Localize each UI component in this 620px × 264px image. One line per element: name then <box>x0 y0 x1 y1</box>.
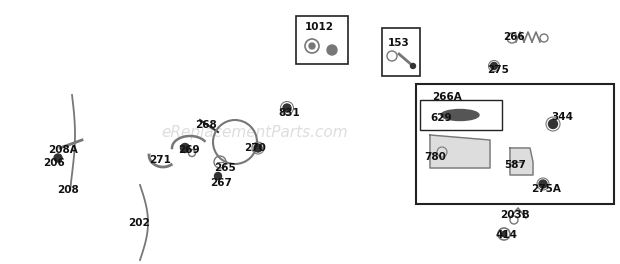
Text: 208: 208 <box>57 185 79 195</box>
Circle shape <box>309 43 315 49</box>
Text: 208A: 208A <box>48 145 78 155</box>
Text: 629: 629 <box>430 113 451 123</box>
Text: 414: 414 <box>496 230 518 240</box>
Text: 266A: 266A <box>432 92 462 102</box>
Circle shape <box>410 64 415 68</box>
Text: eReplacementParts.com: eReplacementParts.com <box>162 125 348 139</box>
Bar <box>296 16 348 64</box>
Text: 270: 270 <box>244 143 266 153</box>
Text: 206: 206 <box>43 158 64 168</box>
Text: 271: 271 <box>149 155 171 165</box>
Text: 587: 587 <box>504 160 526 170</box>
Circle shape <box>539 180 547 188</box>
Text: 275A: 275A <box>531 184 561 194</box>
Bar <box>416 84 614 204</box>
Text: 831: 831 <box>278 108 299 118</box>
Text: 153: 153 <box>388 38 410 48</box>
Bar <box>382 28 420 76</box>
Text: 203B: 203B <box>500 210 529 220</box>
Circle shape <box>215 172 221 180</box>
Text: 202: 202 <box>128 218 150 228</box>
Text: 269: 269 <box>178 145 200 155</box>
Text: 275: 275 <box>487 65 509 75</box>
Circle shape <box>283 104 291 112</box>
Circle shape <box>502 232 507 237</box>
Text: 344: 344 <box>551 112 573 122</box>
Text: 1012: 1012 <box>305 22 334 32</box>
Circle shape <box>490 63 497 69</box>
Circle shape <box>549 120 557 129</box>
Circle shape <box>254 144 262 152</box>
Circle shape <box>54 154 62 162</box>
Ellipse shape <box>441 110 479 120</box>
Polygon shape <box>510 148 533 175</box>
Circle shape <box>327 45 337 55</box>
Text: 268: 268 <box>195 120 217 130</box>
Bar <box>420 100 502 130</box>
Text: 266: 266 <box>503 32 525 42</box>
Text: 780: 780 <box>424 152 446 162</box>
Circle shape <box>180 144 190 153</box>
Polygon shape <box>430 135 490 168</box>
Text: 265: 265 <box>214 163 236 173</box>
Text: 267: 267 <box>210 178 232 188</box>
